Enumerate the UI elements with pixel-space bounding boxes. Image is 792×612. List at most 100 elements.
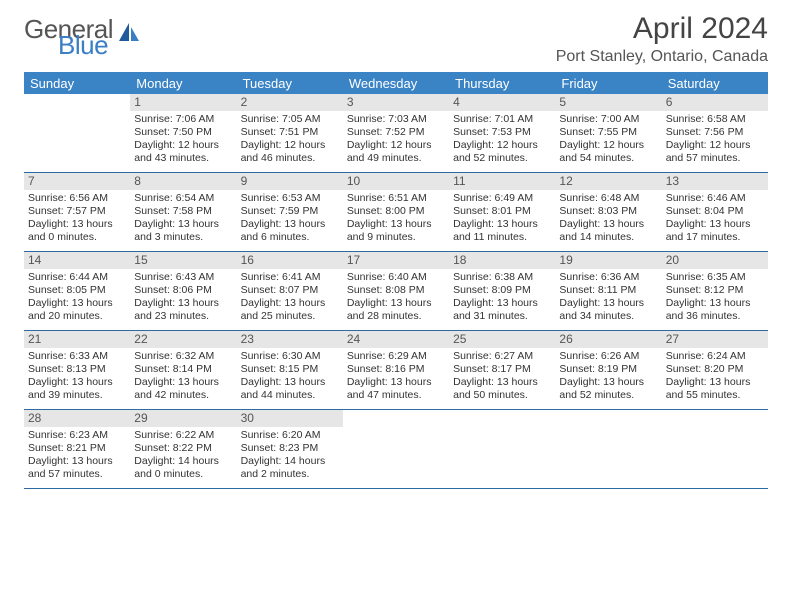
sunrise-line: Sunrise: 6:48 AM — [559, 192, 657, 205]
day-number — [24, 94, 130, 111]
sunset-line: Sunset: 8:23 PM — [241, 442, 339, 455]
day-number: 14 — [24, 252, 130, 269]
sunset-line: Sunset: 7:50 PM — [134, 126, 232, 139]
sunrise-line: Sunrise: 6:44 AM — [28, 271, 126, 284]
day-cell: 22Sunrise: 6:32 AMSunset: 8:14 PMDayligh… — [130, 331, 236, 409]
sunrise-line: Sunrise: 6:30 AM — [241, 350, 339, 363]
sunset-line: Sunset: 7:56 PM — [666, 126, 764, 139]
day-number: 16 — [237, 252, 343, 269]
day-number: 7 — [24, 173, 130, 190]
day-number: 25 — [449, 331, 555, 348]
day-cell: 20Sunrise: 6:35 AMSunset: 8:12 PMDayligh… — [662, 252, 768, 330]
day-cell — [343, 410, 449, 488]
day-number: 29 — [130, 410, 236, 427]
brand-logo: General Blue — [24, 18, 143, 56]
sunset-line: Sunset: 8:16 PM — [347, 363, 445, 376]
day-number: 1 — [130, 94, 236, 111]
header: General Blue April 2024 Port Stanley, On… — [24, 12, 768, 66]
day-cell: 27Sunrise: 6:24 AMSunset: 8:20 PMDayligh… — [662, 331, 768, 409]
location-label: Port Stanley, Ontario, Canada — [556, 48, 768, 66]
sunset-line: Sunset: 8:19 PM — [559, 363, 657, 376]
day-cell: 28 Sunrise: 6:23 AMSunset: 8:21 PMDayligh… — [24, 410, 130, 488]
sunset-line: Sunset: 8:22 PM — [134, 442, 232, 455]
sunset-line: Sunset: 7:58 PM — [134, 205, 232, 218]
day-cell: 13Sunrise: 6:46 AMSunset: 8:04 PMDayligh… — [662, 173, 768, 251]
sunset-line: Sunset: 8:17 PM — [453, 363, 551, 376]
sunrise-line: Sunrise: 6:20 AM — [241, 429, 339, 442]
sunrise-line: Sunrise: 6:41 AM — [241, 271, 339, 284]
sunset-line: Sunset: 7:59 PM — [241, 205, 339, 218]
daylight-line: Daylight: 12 hours and 49 minutes. — [347, 139, 445, 165]
sunset-line: Sunset: 8:11 PM — [559, 284, 657, 297]
daylight-line: Daylight: 13 hours and 36 minutes. — [666, 297, 764, 323]
day-number: 26 — [555, 331, 661, 348]
day-header-cell: Saturday — [662, 76, 768, 91]
sunrise-line: Sunrise: 6:53 AM — [241, 192, 339, 205]
sunset-line: Sunset: 7:51 PM — [241, 126, 339, 139]
day-header-cell: Friday — [555, 76, 661, 91]
daylight-line: Daylight: 13 hours and 47 minutes. — [347, 376, 445, 402]
day-number: 10 — [343, 173, 449, 190]
sunrise-line: Sunrise: 6:22 AM — [134, 429, 232, 442]
daylight-line: Daylight: 14 hours and 0 minutes. — [134, 455, 232, 481]
day-number: 19 — [555, 252, 661, 269]
page-title: April 2024 — [556, 12, 768, 46]
sunrise-line: Sunrise: 6:49 AM — [453, 192, 551, 205]
daylight-line: Daylight: 13 hours and 17 minutes. — [666, 218, 764, 244]
day-cell: 8Sunrise: 6:54 AMSunset: 7:58 PMDaylight… — [130, 173, 236, 251]
sunrise-line: Sunrise: 6:51 AM — [347, 192, 445, 205]
day-cell: 16Sunrise: 6:41 AMSunset: 8:07 PMDayligh… — [237, 252, 343, 330]
day-cell: 23Sunrise: 6:30 AMSunset: 8:15 PMDayligh… — [237, 331, 343, 409]
sunrise-line: Sunrise: 6:26 AM — [559, 350, 657, 363]
day-cell: 12Sunrise: 6:48 AMSunset: 8:03 PMDayligh… — [555, 173, 661, 251]
daylight-line: Daylight: 12 hours and 52 minutes. — [453, 139, 551, 165]
day-number: 21 — [24, 331, 130, 348]
daylight-line: Daylight: 13 hours and 9 minutes. — [347, 218, 445, 244]
sunset-line: Sunset: 8:13 PM — [28, 363, 126, 376]
sunrise-line: Sunrise: 6:58 AM — [666, 113, 764, 126]
sunrise-line: Sunrise: 6:40 AM — [347, 271, 445, 284]
day-cell: 30Sunrise: 6:20 AMSunset: 8:23 PMDayligh… — [237, 410, 343, 488]
daylight-line: Daylight: 12 hours and 57 minutes. — [666, 139, 764, 165]
day-header-cell: Tuesday — [237, 76, 343, 91]
daylight-line: Daylight: 12 hours and 46 minutes. — [241, 139, 339, 165]
daylight-line: Daylight: 13 hours and 55 minutes. — [666, 376, 764, 402]
sunrise-line: Sunrise: 7:05 AM — [241, 113, 339, 126]
daylight-line: Daylight: 13 hours and 0 minutes. — [28, 218, 126, 244]
day-header-cell: Monday — [130, 76, 236, 91]
day-number: 18 — [449, 252, 555, 269]
day-number: 28 — [24, 410, 130, 427]
day-cell: 24Sunrise: 6:29 AMSunset: 8:16 PMDayligh… — [343, 331, 449, 409]
daylight-line: Daylight: 13 hours and 23 minutes. — [134, 297, 232, 323]
sunrise-line: Sunrise: 6:29 AM — [347, 350, 445, 363]
sunset-line: Sunset: 8:21 PM — [28, 442, 126, 455]
daylight-line: Daylight: 13 hours and 11 minutes. — [453, 218, 551, 244]
daylight-line: Daylight: 12 hours and 43 minutes. — [134, 139, 232, 165]
daylight-line: Daylight: 14 hours and 2 minutes. — [241, 455, 339, 481]
sail-icon — [117, 21, 143, 50]
day-cell: 14Sunrise: 6:44 AMSunset: 8:05 PMDayligh… — [24, 252, 130, 330]
sunrise-line: Sunrise: 6:23 AM — [28, 429, 126, 442]
day-number: 22 — [130, 331, 236, 348]
daylight-line: Daylight: 13 hours and 34 minutes. — [559, 297, 657, 323]
day-header-cell: Sunday — [24, 76, 130, 91]
day-number: 17 — [343, 252, 449, 269]
sunset-line: Sunset: 8:14 PM — [134, 363, 232, 376]
sunset-line: Sunset: 8:08 PM — [347, 284, 445, 297]
sunset-line: Sunset: 8:15 PM — [241, 363, 339, 376]
sunset-line: Sunset: 8:00 PM — [347, 205, 445, 218]
daylight-line: Daylight: 13 hours and 50 minutes. — [453, 376, 551, 402]
day-header-cell: Wednesday — [343, 76, 449, 91]
day-cell: 3Sunrise: 7:03 AMSunset: 7:52 PMDaylight… — [343, 94, 449, 172]
sunset-line: Sunset: 7:53 PM — [453, 126, 551, 139]
day-number: 8 — [130, 173, 236, 190]
daylight-line: Daylight: 13 hours and 52 minutes. — [559, 376, 657, 402]
daylight-line: Daylight: 13 hours and 3 minutes. — [134, 218, 232, 244]
daylight-line: Daylight: 13 hours and 28 minutes. — [347, 297, 445, 323]
day-number: 13 — [662, 173, 768, 190]
sunrise-line: Sunrise: 6:36 AM — [559, 271, 657, 284]
day-number: 6 — [662, 94, 768, 111]
daylight-line: Daylight: 13 hours and 57 minutes. — [28, 455, 126, 481]
day-cell: 25Sunrise: 6:27 AMSunset: 8:17 PMDayligh… — [449, 331, 555, 409]
day-number — [662, 410, 768, 427]
